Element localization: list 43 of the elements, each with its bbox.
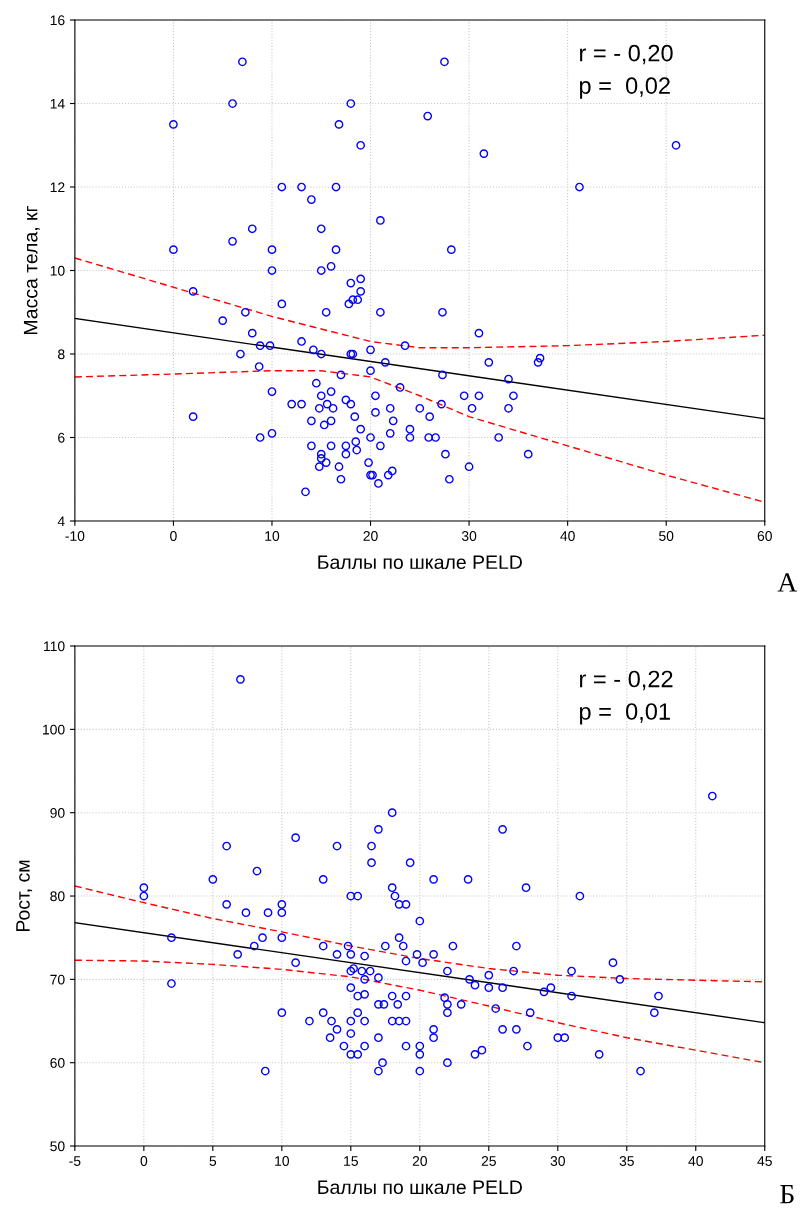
y-axis-title: Рост, см [16,860,33,932]
x-tick-label: 50 [659,531,674,541]
text: А [777,573,798,592]
x-tick-label: 30 [461,531,477,541]
x-axis-title: Баллы по шкале PELD [318,1180,522,1195]
y-tick-label: 70 [50,974,65,985]
x-tick-label: 0 [140,1156,148,1166]
x-tick-label: 0 [170,531,177,541]
x-tick-label: 10 [275,1156,290,1166]
x-tick-label: 60 [757,531,772,541]
y-tick-label: 6 [58,432,65,443]
y-tick-label: 80 [50,891,65,902]
y-tick-label: 16 [50,15,65,26]
text: Б [780,1185,794,1204]
x-tick-label: 40 [560,531,575,541]
y-tick-label: 90 [50,808,65,818]
x-tick-label: -5 [69,1156,81,1166]
x-tick-label: 20 [363,531,378,541]
y-axis-title: Масса тела, кг [23,205,40,335]
y-tick-label: 14 [50,99,65,109]
annotation: r = - 0,20 [580,44,673,65]
x-axis-title: Баллы по шкале PELD [318,555,522,570]
x-tick-label: 10 [265,531,280,541]
y-tick-label: 60 [50,1058,65,1068]
x-tick-label: 5 [209,1156,217,1166]
x-tick-label: 20 [412,1156,427,1166]
annotation: r = - 0,22 [580,670,673,691]
y-tick-label: 100 [43,724,65,735]
x-tick-label: 25 [481,1156,496,1166]
x-tick-label: 40 [688,1156,703,1166]
y-tick-label: 12 [50,182,65,193]
y-tick-label: 110 [44,641,65,652]
x-tick-label: 15 [344,1156,358,1166]
x-tick-label: 30 [550,1156,565,1166]
annotation: p = 0,02 [580,77,670,99]
annotation: p = 0,01 [580,703,670,725]
y-tick-label: 10 [50,265,65,276]
x-tick-label: 35 [619,1156,634,1166]
x-tick-label: 45 [757,1156,772,1166]
x-tick-label: -10 [65,531,85,541]
y-tick-label: 8 [58,349,65,360]
y-tick-label: 4 [57,516,65,527]
y-tick-label: 50 [50,1141,65,1152]
